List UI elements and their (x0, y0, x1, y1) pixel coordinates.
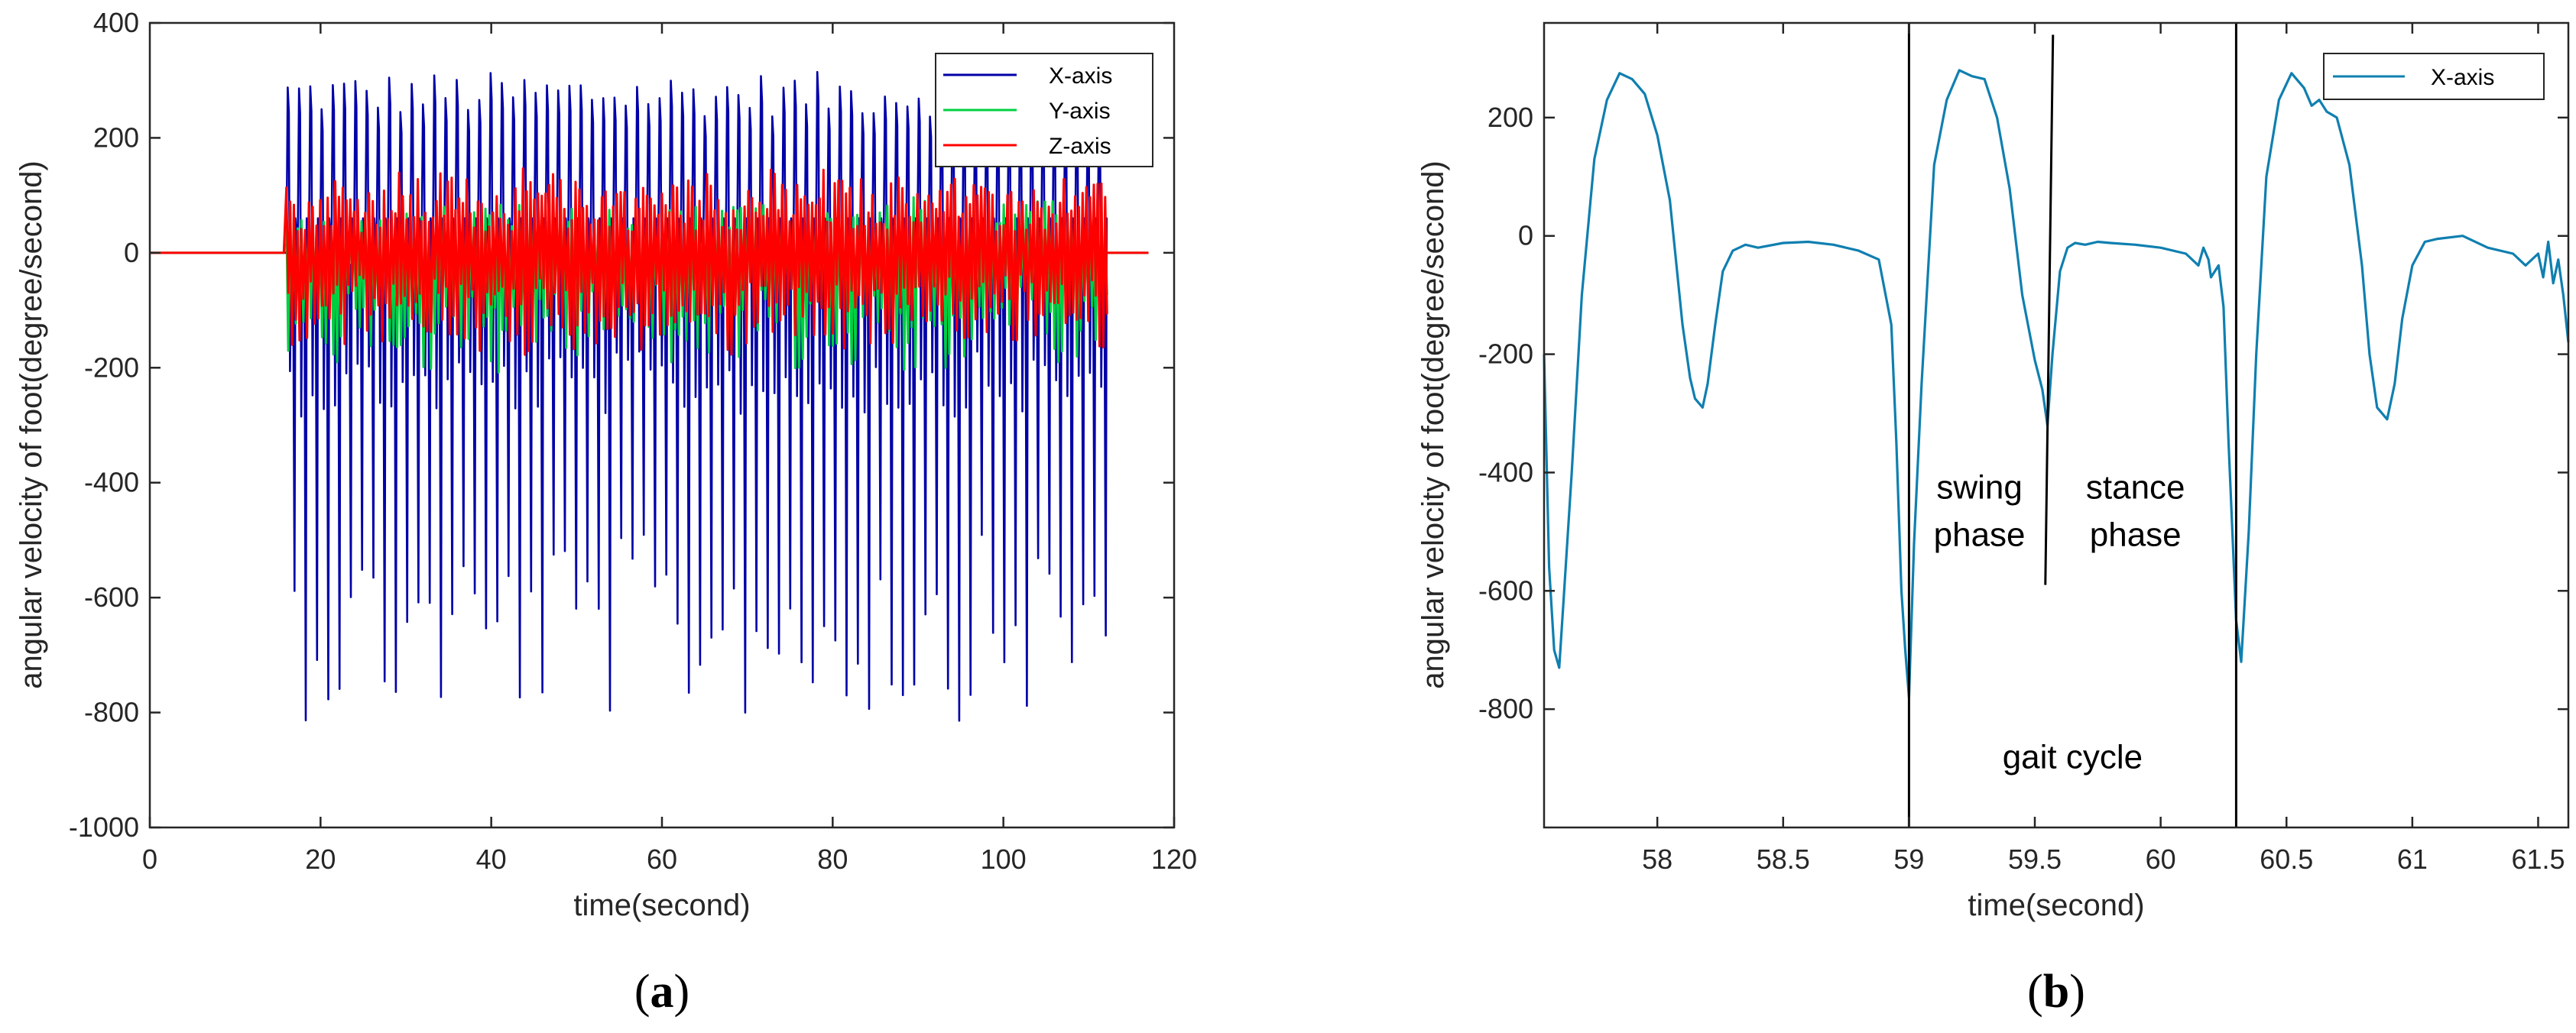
caption-b: (b) (2027, 966, 2085, 1018)
series-line-b-x-axis (1543, 69, 2570, 699)
panel-b-axes-box (1543, 21, 2570, 829)
divider-line-mid (2044, 34, 2055, 585)
ytick-label: 0 (1518, 220, 1533, 251)
panel-a-series (150, 70, 1149, 722)
panel-a-legend: X-axis Y-axis Z-axis (935, 53, 1153, 167)
xtick-label: 61.5 (2511, 844, 2565, 875)
panel-b-series (1543, 69, 2570, 699)
panel-b-annotations: swing phase stance phase gait cycle (1934, 468, 2185, 776)
xtick-label: 60.5 (2260, 844, 2313, 875)
ytick-label: -600 (84, 581, 139, 613)
xtick-label: 120 (1151, 844, 1197, 875)
panel-b-xlabel: time(second) (1968, 889, 2144, 922)
ytick-label: -200 (1478, 338, 1533, 370)
panel-b-ticks: 58 58.5 59 59.5 60 60.5 61 61.5 -800 -600 -400 -200… (1478, 23, 2568, 875)
xtick-label: 60 (647, 844, 677, 875)
xtick-label: 61 (2397, 844, 2428, 875)
panel-a: 0 20 40 60 80 100 120 -1000 -800 -600 -400 -200 0 200… (15, 7, 1197, 922)
xtick-label: 20 (305, 844, 336, 875)
xtick-label: 80 (817, 844, 848, 875)
xtick-label: 58.5 (1757, 844, 1810, 875)
legend-label-y-axis: Y-axis (1049, 99, 1111, 124)
xtick-label: 59 (1893, 844, 1924, 875)
legend-label-z-axis: Z-axis (1049, 134, 1111, 159)
xtick-label: 59.5 (2008, 844, 2062, 875)
annotation-swing-phase: swing phase (1934, 468, 2026, 553)
ytick-label: -1000 (69, 811, 139, 843)
panel-a-ticks: 0 20 40 60 80 100 120 -1000 -800 -600 -400 -200 0 200… (69, 7, 1197, 875)
annotation-gait-cycle: gait cycle (2003, 739, 2143, 776)
legend-label-b-x-axis: X-axis (2431, 65, 2494, 90)
panel-b-ylabel: angular velocity of foot(degree/second) (1416, 160, 1450, 689)
panel-b-legend: X-axis (2323, 53, 2545, 100)
ytick-label: -400 (84, 467, 139, 498)
ytick-label: -800 (1478, 693, 1533, 724)
ytick-label: -800 (84, 697, 139, 728)
ytick-label: -200 (84, 351, 139, 383)
legend-label-x-axis: X-axis (1049, 63, 1112, 89)
caption-a: (a) (634, 966, 689, 1018)
xtick-label: 100 (981, 844, 1027, 875)
annotation-stance-phase: stance phase (2086, 468, 2185, 553)
ytick-label: 400 (93, 7, 139, 38)
ytick-label: 200 (1488, 102, 1533, 133)
panel-b-vertical-lines (1907, 23, 2237, 827)
ytick-label: -400 (1478, 456, 1533, 487)
panel-b: 58 58.5 59 59.5 60 60.5 61 61.5 -800 -600 -400 -200… (1416, 21, 2570, 922)
ytick-label: 0 (124, 237, 139, 268)
panel-a-xlabel: time(second) (573, 889, 750, 922)
xtick-label: 0 (142, 844, 157, 875)
series-line-z-axis (150, 167, 1149, 356)
panel-a-ylabel: angular velocity of foot(degree/second) (15, 160, 48, 689)
xtick-label: 60 (2146, 844, 2176, 875)
xtick-label: 40 (476, 844, 507, 875)
xtick-label: 58 (1642, 844, 1672, 875)
ytick-label: -600 (1478, 575, 1533, 606)
ytick-label: 200 (93, 121, 139, 153)
